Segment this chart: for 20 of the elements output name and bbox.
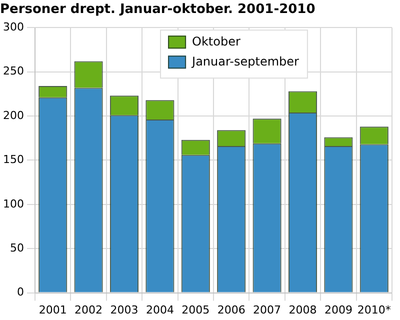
y-tick-label: 300 (2, 20, 24, 34)
y-tick-label: 0 (16, 286, 24, 299)
y-tick-label: 250 (2, 64, 24, 78)
x-tick-label: 2005 (182, 303, 210, 316)
y-tick-label: 50 (10, 241, 24, 254)
x-tick-label: 2008 (288, 303, 317, 316)
legend-label: Oktober (192, 34, 240, 49)
legend-label: Januar-september (191, 54, 300, 69)
x-tick-label: 2004 (146, 303, 174, 316)
x-tick-label: 2010* (357, 303, 392, 316)
y-tick-label: 150 (2, 153, 24, 166)
y-tick-label: 200 (2, 108, 24, 122)
x-tick-label: 2001 (38, 303, 67, 316)
x-tick-label: 2009 (324, 303, 352, 316)
x-tick-label: 2003 (110, 303, 138, 316)
x-tick-label: 2002 (74, 303, 103, 316)
chart-title: Personer drept. Januar-oktober. 2001-2010 (0, 2, 316, 18)
x-tick-label: 2007 (253, 303, 282, 316)
y-tick-label: 100 (2, 197, 24, 210)
x-tick-label: 2006 (217, 303, 246, 316)
